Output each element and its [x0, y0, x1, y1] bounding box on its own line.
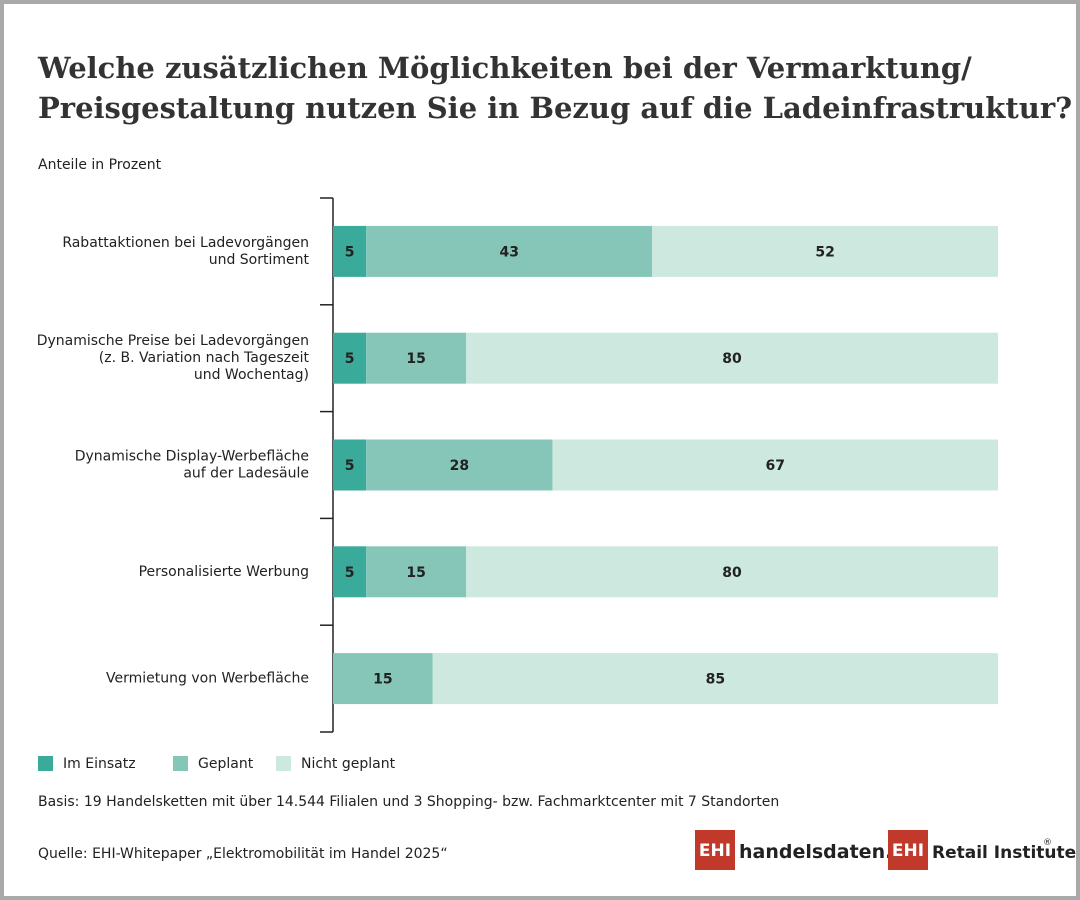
logo-site: handelsdaten.de — [739, 841, 919, 863]
data-label: 28 — [450, 458, 469, 474]
data-label: 5 — [345, 351, 355, 367]
note: Basis: 19 Handelsketten mit über 14.544 … — [38, 794, 779, 810]
y-tick-label: Dynamische Display-Werbefläche auf der La… — [75, 449, 309, 482]
text-line: Dynamische Display-Werbefläche — [75, 449, 309, 465]
chart-title: Welche zusätzlichen Möglichkeiten bei de… — [37, 51, 1072, 125]
logo-box — [888, 830, 928, 870]
data-label: 67 — [765, 458, 784, 474]
data-label: 5 — [345, 565, 355, 581]
y-tick-label: Dynamische Preise bei Ladevorgängen (z. B… — [37, 333, 310, 383]
text-line: und Wochentag) — [194, 367, 309, 383]
logo-site: Retail Institute — [932, 843, 1076, 863]
data-label: 80 — [722, 351, 742, 367]
data-label: 15 — [406, 351, 425, 367]
data-label: 5 — [345, 458, 355, 474]
text-line: Rabattaktionen bei Ladevorgängen — [62, 235, 309, 251]
logo-mark: EHI — [892, 841, 924, 861]
legend-swatch — [38, 756, 53, 771]
text-line: auf der Ladesäule — [183, 466, 309, 482]
bar-segment — [333, 439, 367, 491]
bar-segment — [652, 225, 998, 277]
y-tick-label: Rabattaktionen bei Ladevorgängen und Sort… — [62, 235, 309, 268]
text-line: Welche zusätzlichen Möglichkeiten bei de… — [37, 51, 972, 85]
bar-segment — [333, 546, 367, 598]
data-label: 52 — [815, 244, 834, 260]
y-tick-label: Personalisierte Werbung — [139, 564, 309, 580]
text-line: und Sortiment — [209, 252, 310, 268]
bar-segment — [366, 225, 653, 277]
legend-label: Im Einsatz — [63, 756, 136, 772]
bar-segment — [333, 225, 367, 277]
text-line: Dynamische Preise bei Ladevorgängen — [37, 333, 309, 349]
registered-mark: ® — [1043, 838, 1052, 848]
bar-segment — [333, 653, 433, 705]
legend-label: Nicht geplant — [301, 756, 396, 772]
bar-segment — [432, 653, 998, 705]
text-line: (z. B. Variation nach Tageszeit — [99, 350, 310, 366]
text-line: Preisgestaltung nutzen Sie in Bezug auf … — [38, 91, 1072, 125]
legend-swatch — [173, 756, 188, 771]
source: Quelle: EHI-Whitepaper „Elektromobilität… — [38, 846, 448, 862]
legend-swatch — [276, 756, 291, 771]
chart-subtitle: Anteile in Prozent — [38, 157, 162, 173]
legend-label: Geplant — [198, 756, 254, 772]
bar-segment — [366, 332, 466, 384]
data-label: 15 — [373, 672, 392, 688]
data-label: 80 — [722, 565, 742, 581]
data-label: 15 — [406, 565, 425, 581]
bar-segment — [552, 439, 998, 491]
bar-segment — [466, 332, 998, 384]
logo-box — [695, 830, 735, 870]
logo-mark: EHI — [699, 841, 731, 861]
data-label: 43 — [499, 244, 518, 260]
bar-segment — [366, 546, 466, 598]
bar-segment — [333, 332, 367, 384]
data-label: 5 — [345, 244, 355, 260]
data-label: 85 — [706, 672, 725, 688]
bar-segment — [366, 439, 553, 491]
y-tick-label: Vermietung von Werbefläche — [106, 671, 309, 687]
bar-segment — [466, 546, 998, 598]
